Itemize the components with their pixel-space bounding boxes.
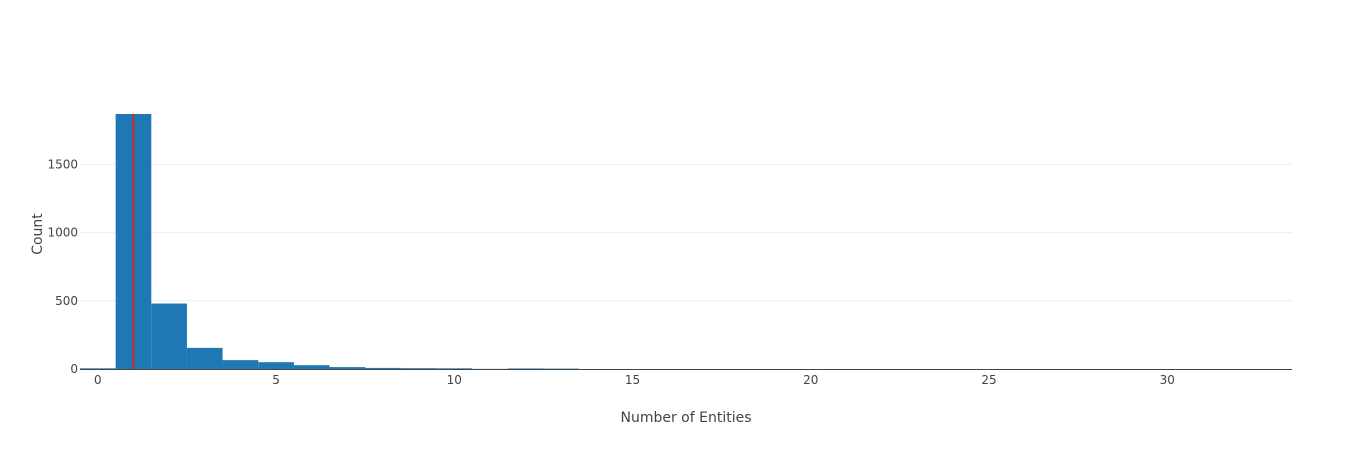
- y-tick-label: 0: [70, 362, 78, 376]
- histogram-bar: [187, 348, 223, 369]
- histogram-bar: [294, 365, 330, 369]
- x-tick-label: 5: [272, 373, 280, 387]
- histogram-bar: [401, 368, 437, 369]
- y-tick-label: 1500: [47, 157, 78, 171]
- histogram-bar: [80, 368, 116, 369]
- x-tick-label: 10: [447, 373, 462, 387]
- histogram-bar: [151, 304, 187, 369]
- y-tick-label: 500: [55, 294, 78, 308]
- x-tick-label: 30: [1160, 373, 1175, 387]
- y-tick-labels: 0 500 1000 1500: [47, 157, 78, 376]
- x-tick-label: 20: [803, 373, 818, 387]
- x-axis-title: Number of Entities: [620, 410, 751, 426]
- x-tick-label: 15: [625, 373, 640, 387]
- histogram-bar: [258, 362, 294, 369]
- x-tick-label: 25: [981, 373, 996, 387]
- histogram-bar: [436, 368, 472, 369]
- histogram-bar: [223, 360, 259, 369]
- histogram-bar: [508, 368, 544, 369]
- x-tick-labels: 0 5 10 15 20 25 30: [94, 373, 1175, 387]
- bars-layer: [80, 114, 579, 369]
- y-tick-label: 1000: [47, 226, 78, 240]
- x-tick-label: 0: [94, 373, 102, 387]
- histogram-bar: [330, 367, 366, 369]
- histogram-bar: [365, 368, 401, 369]
- grid-layer: [80, 164, 1292, 300]
- y-axis-title: Count: [30, 213, 46, 255]
